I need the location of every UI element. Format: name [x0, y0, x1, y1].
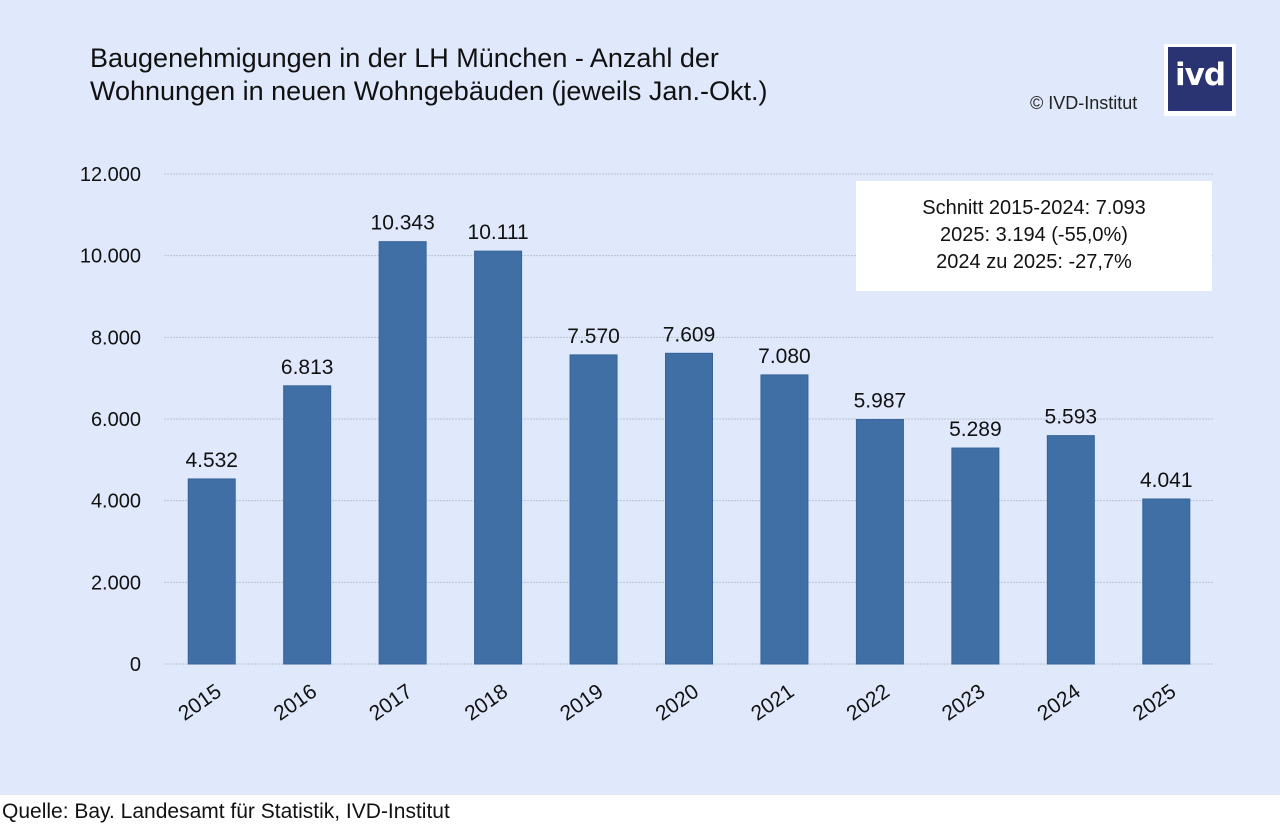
x-tick-label: 2020 — [652, 680, 703, 726]
annotation-change: 2024 zu 2025: -27,7% — [936, 251, 1132, 273]
data-label-2015: 4.532 — [185, 449, 238, 472]
y-tick-label: 0 — [130, 654, 141, 676]
data-label-2021: 7.080 — [758, 345, 811, 368]
bar-2022 — [855, 419, 904, 665]
x-tick-label: 2022 — [842, 680, 893, 726]
bar-2019 — [569, 354, 618, 665]
bar-2018 — [474, 250, 523, 665]
annotation-2025: 2025: 3.194 (-55,0%) — [940, 224, 1128, 246]
bar-2016 — [283, 385, 332, 665]
bar-2025 — [1142, 498, 1191, 665]
bar-2024 — [1046, 435, 1095, 665]
y-tick-label: 6.000 — [91, 409, 141, 431]
data-label-2022: 5.987 — [854, 390, 907, 413]
data-label-2025: 4.041 — [1140, 469, 1193, 492]
x-tick-label: 2016 — [270, 680, 321, 726]
bar-2023 — [951, 447, 1000, 665]
y-tick-label: 8.000 — [91, 327, 141, 349]
y-axis-tick-labels: 0 2.000 4.000 6.000 8.000 10.000 12.000 — [80, 164, 141, 676]
bar-2021 — [760, 374, 809, 665]
x-tick-label: 2025 — [1129, 680, 1180, 726]
data-label-2020: 7.609 — [663, 323, 716, 346]
data-label-2017: 10.343 — [371, 212, 435, 235]
chart-title-line-1: Baugenehmigungen in der LH München - Anz… — [90, 43, 719, 73]
x-tick-label: 2019 — [556, 680, 607, 726]
bar-2015 — [187, 478, 236, 665]
x-tick-label: 2021 — [747, 680, 798, 726]
source-note: Quelle: Bay. Landesamt für Statistik, IV… — [2, 800, 450, 823]
data-labels: 4.532 6.813 10.343 10.111 7.570 7.609 7.080 5.9… — [185, 212, 1192, 492]
y-tick-label: 12.000 — [80, 164, 141, 186]
x-tick-label: 2017 — [365, 680, 416, 726]
chart-title: Baugenehmigungen in der LH München - Anz… — [90, 42, 990, 108]
data-label-2018: 10.111 — [468, 221, 529, 244]
y-tick-label: 2.000 — [91, 572, 141, 594]
bar-2020 — [665, 352, 713, 665]
y-tick-label: 4.000 — [91, 491, 141, 513]
x-tick-label: 2015 — [174, 680, 225, 726]
bar-2017 — [378, 241, 427, 665]
x-tick-label: 2023 — [938, 680, 989, 726]
copyright-text: © IVD-Institut — [1030, 93, 1138, 113]
logo-text: ivd — [1174, 57, 1226, 93]
bar-chart: 0 2.000 4.000 6.000 8.000 10.000 12.000 4.532 6… — [80, 164, 1214, 726]
x-tick-label: 2018 — [461, 680, 512, 726]
y-tick-label: 10.000 — [80, 246, 141, 268]
annotation-average: Schnitt 2015-2024: 7.093 — [922, 197, 1146, 219]
x-tick-label: 2024 — [1033, 680, 1085, 726]
summary-annotation-box: Schnitt 2015-2024: 7.093 2025: 3.194 (-5… — [856, 181, 1212, 291]
chart-title-line-2: Wohnungen in neuen Wohngebäuden (jeweils… — [90, 76, 768, 106]
bars — [187, 241, 1191, 665]
data-label-2016: 6.813 — [281, 356, 334, 379]
data-label-2024: 5.593 — [1045, 406, 1098, 429]
data-label-2019: 7.570 — [567, 325, 620, 348]
ivd-logo-mark: ivd — [1168, 47, 1232, 111]
x-axis-tick-labels: 2015 2016 2017 2018 2019 2020 2021 2022 2023 2024… — [174, 680, 1180, 726]
ivd-logo: ivd — [1164, 44, 1236, 116]
data-label-2023: 5.289 — [949, 418, 1002, 441]
